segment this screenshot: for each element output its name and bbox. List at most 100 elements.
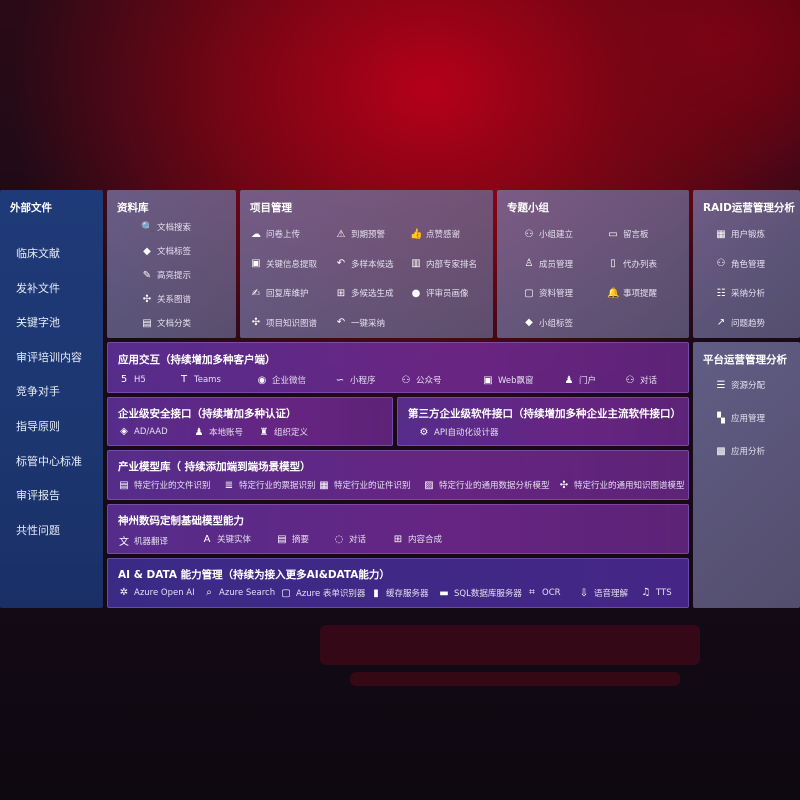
- menu-item-project[interactable]: ▥ 内部专家排名: [410, 258, 477, 270]
- speech-icon: ⇩: [579, 587, 589, 599]
- floor-reflection: [320, 625, 700, 665]
- aidata-panel: AI & DATA 能力管理（持续为接入更多AI&DATA能力） ✲ Azure …: [107, 558, 689, 608]
- menu-item-aidata[interactable]: ⇩ 语音理解: [578, 587, 628, 600]
- ranking-icon: ▥: [411, 258, 421, 269]
- menu-item-aidata[interactable]: ▬ SQL数据库服务器: [438, 587, 522, 600]
- sidebar-item[interactable]: 发补文件: [16, 281, 60, 295]
- menu-item-security[interactable]: ♟ 本地账号: [193, 426, 244, 439]
- menu-item-group[interactable]: ◆ 小组标签: [523, 317, 573, 329]
- menu-item-aidata[interactable]: ▮ 缓存服务器: [370, 587, 428, 600]
- menu-item-project[interactable]: ⊞ 多候选生成: [335, 287, 394, 300]
- menu-item-label: 资源分配: [731, 381, 766, 391]
- menu-item-app[interactable]: ∽ 小程序: [334, 374, 376, 387]
- menu-item-platform[interactable]: ☰ 资源分配: [715, 379, 766, 392]
- menu-item-library[interactable]: ✣ 关系图谱: [141, 293, 192, 306]
- menu-item-base[interactable]: ◌ 对话: [333, 533, 367, 546]
- menu-item-label: 角色管理: [731, 259, 766, 270]
- reply-icon: ↶: [336, 317, 346, 328]
- menu-item-aidata[interactable]: ✲ Azure Open AI: [118, 587, 195, 598]
- menu-item-raid[interactable]: ⚇ 角色管理: [715, 258, 766, 270]
- menu-item-project[interactable]: ⚠ 到期预警: [335, 228, 386, 241]
- server-icon: ▮: [373, 587, 379, 599]
- menu-item-group[interactable]: 🔔 事项提醒: [607, 287, 657, 300]
- sidebar-item[interactable]: 竞争对手: [16, 385, 60, 399]
- menu-item-industry[interactable]: ✣ 特定行业的通用知识图谱模型: [558, 479, 685, 492]
- sidebar-item[interactable]: 审评报告: [16, 489, 60, 503]
- menu-item-platform[interactable]: ▚ 应用管理: [715, 412, 765, 425]
- menu-item-project[interactable]: 👍 点赞感谢: [410, 228, 461, 241]
- platform-title: 平台运营管理分析: [703, 354, 787, 366]
- sidebar-item[interactable]: 审评培训内容: [16, 350, 82, 364]
- sidebar-item[interactable]: 共性问题: [16, 523, 60, 537]
- menu-item-project[interactable]: ✣ 项目知识图谱: [250, 317, 317, 329]
- menu-item-base[interactable]: ▤ 摘要: [276, 533, 309, 546]
- menu-item-aidata[interactable]: ▢ Azure 表单识别器: [280, 587, 365, 600]
- menu-item-project[interactable]: ▣ 关键信息提取: [250, 258, 317, 270]
- sidebar-item[interactable]: 标管中心标准: [16, 454, 82, 468]
- menu-item-label: TTS: [656, 587, 672, 598]
- menu-item-security[interactable]: ♜ 组织定义: [258, 426, 309, 439]
- menu-item-label: 留言板: [623, 230, 649, 240]
- menu-item-raid[interactable]: ↗ 问题趋势: [715, 317, 765, 329]
- menu-item-thirdparty[interactable]: ⚙ API自动化设计器: [418, 426, 499, 439]
- menu-item-label: H5: [134, 374, 146, 385]
- menu-item-project[interactable]: ✍ 回复库维护: [250, 287, 309, 300]
- menu-item-project[interactable]: ● 评审员画像: [410, 287, 469, 300]
- raid-panel: RAID运营管理分析 ▦ 用户锻炼 ⚇ 角色管理 ☷ 采纳分析 ↗ 问题趋势: [693, 190, 800, 338]
- menu-item-group[interactable]: ▭ 留言板: [607, 228, 649, 241]
- menu-item-label: 机器翻译: [134, 536, 169, 547]
- menu-item-group[interactable]: ▢ 资料管理: [523, 287, 573, 300]
- menu-item-label: 小程序: [350, 376, 376, 386]
- menu-item-platform[interactable]: ▩ 应用分析: [715, 445, 765, 458]
- menu-item-raid[interactable]: ▦ 用户锻炼: [715, 228, 766, 241]
- menu-item-app[interactable]: ♟ 门户: [563, 374, 597, 387]
- menu-item-label: 成员管理: [539, 259, 574, 270]
- menu-item-industry[interactable]: ▦ 特定行业的证件识别: [318, 479, 410, 492]
- menu-item-app[interactable]: ◉ 企业微信: [256, 374, 306, 387]
- menu-item-label: OCR: [542, 587, 561, 598]
- menu-item-app[interactable]: ⚇ 公众号: [400, 374, 442, 387]
- menu-item-project[interactable]: ☁ 问卷上传: [250, 228, 300, 241]
- menu-item-library[interactable]: ✎ 高亮提示: [141, 269, 191, 282]
- menu-item-label: 回复库维护: [266, 289, 309, 299]
- menu-item-base[interactable]: 文机器翻译: [118, 533, 169, 549]
- menu-item-group[interactable]: ▯ 代办列表: [607, 258, 657, 270]
- menu-item-aidata[interactable]: ♫ TTS: [640, 587, 672, 598]
- menu-item-base[interactable]: ⊞ 内容合成: [392, 533, 442, 546]
- menu-item-library[interactable]: ◆ 文档标签: [141, 245, 191, 258]
- menu-item-raid[interactable]: ☷ 采纳分析: [715, 287, 766, 300]
- menu-item-app[interactable]: 5 H5: [118, 374, 146, 385]
- sidebar-item[interactable]: 临床文献: [16, 247, 60, 260]
- menu-item-label: 对话: [349, 535, 367, 545]
- sidebar-item[interactable]: 关键字池: [16, 316, 60, 330]
- app-title: 应用交互（持续增加多种客户端）: [118, 354, 276, 366]
- menu-item-group[interactable]: ♙ 成员管理: [523, 258, 574, 270]
- menu-item-aidata[interactable]: ⌕ Azure Search: [203, 587, 275, 598]
- menu-item-industry[interactable]: ≣ 特定行业的票据识别: [223, 479, 316, 492]
- menu-item-library[interactable]: 🔍 文档搜索: [141, 221, 191, 234]
- menu-item-app[interactable]: T Teams: [178, 374, 221, 385]
- menu-item-industry[interactable]: ▨ 特定行业的通用数据分析模型: [423, 479, 549, 492]
- menu-item-label: Azure Search: [219, 587, 276, 598]
- menu-item-project[interactable]: ↶ 一键采纳: [335, 317, 385, 329]
- menu-item-group[interactable]: ⚇ 小组建立: [523, 228, 574, 241]
- menu-item-industry[interactable]: ▤ 特定行业的文件识别: [118, 479, 210, 492]
- chat-users-icon: ⚇: [625, 374, 635, 386]
- menu-item-library[interactable]: ▤ 文档分类: [141, 317, 191, 330]
- menu-item-label: 对话: [640, 376, 658, 386]
- user-icon: ●: [411, 287, 421, 299]
- menu-item-aidata[interactable]: ⌗ OCR: [526, 587, 561, 598]
- sidebar-item[interactable]: 指导原则: [16, 420, 60, 433]
- menu-item-base[interactable]: A 关键实体: [201, 533, 251, 546]
- menu-item-label: 关系图谱: [157, 295, 192, 305]
- menu-item-label: 多样本候选: [351, 259, 394, 270]
- menu-item-app[interactable]: ▣ Web飘窗: [482, 374, 533, 387]
- menu-item-label: 用户锻炼: [731, 230, 766, 240]
- menu-item-app[interactable]: ⚇ 对话: [624, 374, 658, 387]
- menu-item-label: 点赞感谢: [426, 230, 461, 240]
- menu-item-security[interactable]: ◈ AD/AAD: [118, 426, 168, 437]
- menu-item-label: 问题趋势: [731, 318, 766, 329]
- base-title: 神州数码定制基础模型能力: [118, 515, 244, 527]
- html5-icon: 5: [120, 374, 128, 385]
- menu-item-project[interactable]: ↶ 多样本候选: [335, 258, 394, 270]
